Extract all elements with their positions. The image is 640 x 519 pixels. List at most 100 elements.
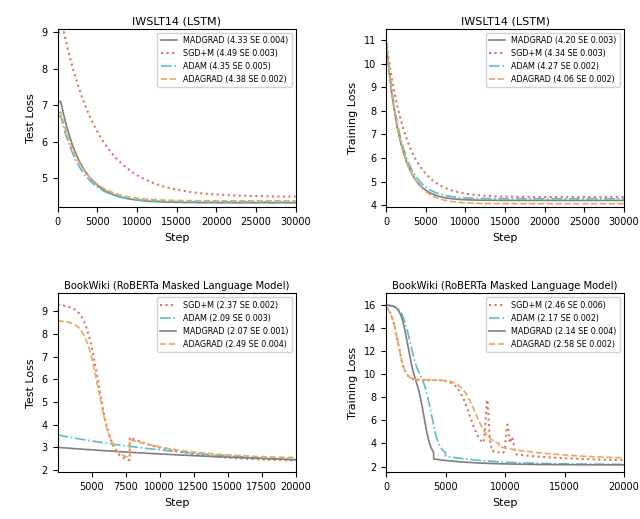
ADAGRAD (2.58 SE 0.002)	[537, 450, 545, 456]
SGD+M (2.37 SE 0.002)	[95, 383, 102, 389]
ADAGRAD (2.49 SE 0.004)	[287, 454, 295, 460]
ADAM (4.27 SE 0.002)	[537, 196, 545, 202]
ADAM (4.27 SE 0.002)	[382, 37, 390, 44]
ADAM (4.35 SE 0.005)	[231, 199, 239, 205]
Legend: MADGRAD (4.33 SE 0.004), SGD+M (4.49 SE 0.003), ADAM (4.35 SE 0.005), ADAGRAD (4: MADGRAD (4.33 SE 0.004), SGD+M (4.49 SE …	[157, 33, 292, 87]
ADAM (2.17 SE 0.002)	[537, 460, 545, 467]
MADGRAD (4.33 SE 0.004)	[292, 200, 300, 206]
ADAM (4.35 SE 0.005)	[250, 199, 257, 205]
Line: ADAM (4.27 SE 0.002): ADAM (4.27 SE 0.002)	[386, 40, 624, 199]
Line: ADAM (4.35 SE 0.005): ADAM (4.35 SE 0.005)	[58, 116, 296, 202]
SGD+M (4.49 SE 0.003)	[196, 190, 204, 196]
ADAGRAD (2.58 SE 0.002)	[382, 305, 390, 311]
Legend: MADGRAD (4.20 SE 0.003), SGD+M (4.34 SE 0.003), ADAM (4.27 SE 0.002), ADAGRAD (4: MADGRAD (4.20 SE 0.003), SGD+M (4.34 SE …	[486, 33, 620, 87]
ADAM (4.27 SE 0.002)	[525, 196, 532, 202]
Line: ADAGRAD (2.58 SE 0.002): ADAGRAD (2.58 SE 0.002)	[386, 308, 624, 458]
Line: MADGRAD (4.33 SE 0.004): MADGRAD (4.33 SE 0.004)	[58, 102, 296, 203]
ADAM (2.17 SE 0.002)	[560, 461, 568, 467]
SGD+M (4.34 SE 0.003)	[473, 192, 481, 198]
ADAGRAD (4.06 SE 0.002)	[525, 200, 532, 207]
ADAM (2.09 SE 0.003)	[145, 445, 153, 452]
ADAGRAD (2.49 SE 0.004)	[54, 318, 61, 324]
SGD+M (2.37 SE 0.002)	[81, 320, 88, 326]
ADAGRAD (4.38 SE 0.002)	[54, 110, 61, 116]
ADAM (4.35 SE 0.005)	[292, 199, 300, 205]
ADAM (2.09 SE 0.003)	[292, 457, 300, 463]
ADAGRAD (4.06 SE 0.002)	[537, 200, 545, 207]
Title: BookWiki (RoBERTa Masked Language Model): BookWiki (RoBERTa Masked Language Model)	[64, 281, 289, 291]
MADGRAD (4.33 SE 0.004)	[250, 200, 257, 206]
SGD+M (4.49 SE 0.003)	[231, 193, 239, 199]
SGD+M (4.49 SE 0.003)	[54, 29, 61, 35]
ADAGRAD (4.38 SE 0.002)	[97, 183, 105, 189]
Title: IWSLT14 (LSTM): IWSLT14 (LSTM)	[132, 17, 221, 26]
MADGRAD (2.07 SE 0.001)	[287, 456, 295, 462]
ADAM (2.17 SE 0.002)	[473, 457, 481, 463]
ADAGRAD (4.06 SE 0.002)	[578, 200, 586, 207]
ADAM (2.09 SE 0.003)	[287, 457, 295, 463]
MADGRAD (2.07 SE 0.001)	[95, 447, 102, 454]
SGD+M (4.34 SE 0.003)	[426, 174, 433, 181]
SGD+M (2.46 SE 0.006)	[426, 377, 433, 383]
Line: SGD+M (2.46 SE 0.006): SGD+M (2.46 SE 0.006)	[386, 308, 624, 460]
ADAM (2.17 SE 0.002)	[525, 460, 532, 466]
MADGRAD (4.20 SE 0.003)	[473, 197, 481, 203]
ADAGRAD (2.58 SE 0.002)	[426, 377, 433, 383]
SGD+M (2.46 SE 0.006)	[620, 457, 628, 463]
SGD+M (2.37 SE 0.002)	[292, 457, 300, 463]
ADAM (2.17 SE 0.002)	[578, 461, 586, 467]
Line: SGD+M (4.49 SE 0.003): SGD+M (4.49 SE 0.003)	[58, 32, 296, 197]
MADGRAD (4.33 SE 0.004)	[54, 99, 61, 105]
SGD+M (2.46 SE 0.006)	[537, 454, 545, 460]
X-axis label: Step: Step	[164, 233, 189, 243]
ADAGRAD (2.58 SE 0.002)	[473, 414, 481, 420]
MADGRAD (2.14 SE 0.004)	[525, 461, 532, 468]
Y-axis label: Training Loss: Training Loss	[348, 347, 358, 419]
MADGRAD (2.07 SE 0.001)	[292, 457, 300, 463]
MADGRAD (4.33 SE 0.004)	[145, 198, 152, 204]
ADAGRAD (2.49 SE 0.004)	[261, 454, 269, 460]
SGD+M (4.49 SE 0.003)	[250, 193, 257, 199]
Legend: SGD+M (2.37 SE 0.002), ADAM (2.09 SE 0.003), MADGRAD (2.07 SE 0.001), ADAGRAD (2: SGD+M (2.37 SE 0.002), ADAM (2.09 SE 0.0…	[157, 297, 292, 352]
ADAM (4.35 SE 0.005)	[97, 186, 105, 193]
SGD+M (4.34 SE 0.003)	[620, 194, 628, 200]
ADAGRAD (2.49 SE 0.004)	[95, 389, 102, 395]
X-axis label: Step: Step	[492, 233, 518, 243]
ADAM (4.27 SE 0.002)	[578, 196, 586, 202]
ADAGRAD (4.38 SE 0.002)	[250, 198, 257, 204]
SGD+M (4.49 SE 0.003)	[292, 194, 300, 200]
ADAGRAD (2.58 SE 0.002)	[560, 452, 568, 458]
SGD+M (4.34 SE 0.003)	[537, 194, 545, 200]
SGD+M (2.46 SE 0.006)	[473, 431, 481, 437]
ADAM (4.35 SE 0.005)	[196, 199, 204, 205]
ADAM (4.27 SE 0.002)	[560, 196, 568, 202]
ADAM (4.35 SE 0.005)	[209, 199, 216, 205]
SGD+M (2.37 SE 0.002)	[261, 457, 269, 463]
MADGRAD (2.07 SE 0.001)	[54, 444, 61, 450]
MADGRAD (4.20 SE 0.003)	[426, 189, 433, 196]
ADAM (4.27 SE 0.002)	[473, 195, 481, 201]
SGD+M (2.46 SE 0.006)	[578, 456, 586, 462]
Legend: SGD+M (2.46 SE 0.006), ADAM (2.17 SE 0.002), MADGRAD (2.14 SE 0.004), ADAGRAD (2: SGD+M (2.46 SE 0.006), ADAM (2.17 SE 0.0…	[486, 297, 620, 352]
ADAM (2.09 SE 0.003)	[54, 432, 61, 438]
Line: ADAGRAD (4.38 SE 0.002): ADAGRAD (4.38 SE 0.002)	[58, 113, 296, 201]
ADAGRAD (2.49 SE 0.004)	[145, 442, 153, 448]
ADAM (4.35 SE 0.005)	[54, 113, 61, 119]
SGD+M (4.34 SE 0.003)	[525, 194, 532, 200]
Y-axis label: Test Loss: Test Loss	[26, 358, 36, 407]
ADAGRAD (4.38 SE 0.002)	[292, 198, 300, 204]
SGD+M (2.46 SE 0.006)	[525, 453, 532, 459]
Line: MADGRAD (2.14 SE 0.004): MADGRAD (2.14 SE 0.004)	[386, 305, 624, 465]
ADAM (2.17 SE 0.002)	[620, 461, 628, 468]
X-axis label: Step: Step	[492, 498, 518, 508]
MADGRAD (4.33 SE 0.004)	[209, 199, 216, 206]
MADGRAD (4.33 SE 0.004)	[97, 185, 105, 191]
MADGRAD (4.20 SE 0.003)	[537, 197, 545, 203]
MADGRAD (4.33 SE 0.004)	[231, 200, 239, 206]
SGD+M (4.34 SE 0.003)	[578, 194, 586, 200]
ADAGRAD (2.49 SE 0.004)	[292, 455, 300, 461]
ADAM (2.09 SE 0.003)	[156, 447, 163, 453]
MADGRAD (4.20 SE 0.003)	[620, 197, 628, 203]
Line: ADAM (2.17 SE 0.002): ADAM (2.17 SE 0.002)	[386, 305, 624, 465]
ADAGRAD (4.38 SE 0.002)	[209, 198, 216, 204]
